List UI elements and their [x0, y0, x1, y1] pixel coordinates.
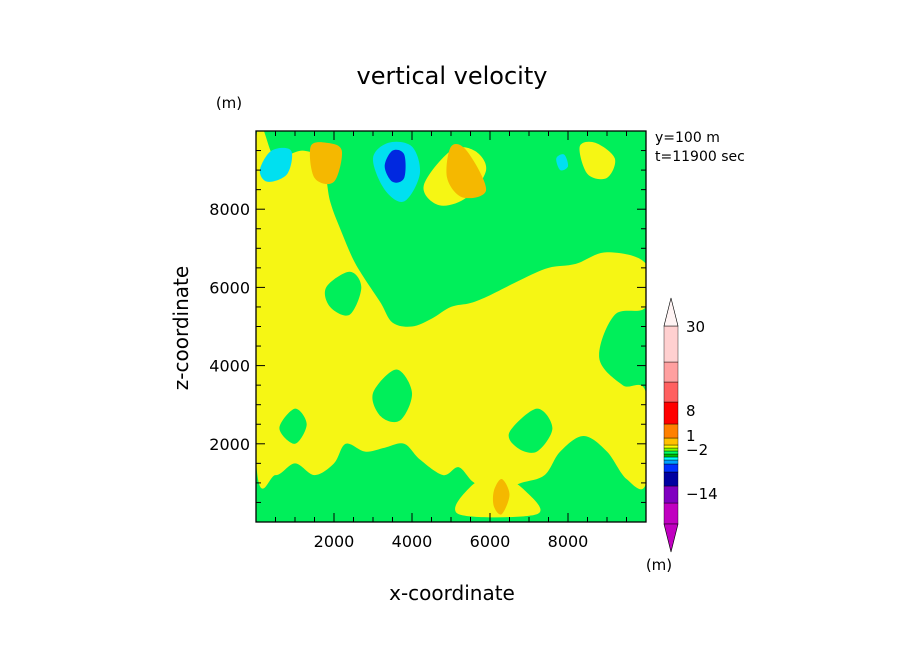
colorbar-swatch — [663, 485, 679, 504]
colorbar-swatch — [663, 459, 679, 465]
y-tick-label: 6000 — [209, 278, 250, 297]
colorbar-label: −14 — [686, 485, 718, 503]
contour-region-positive-weak — [309, 352, 354, 406]
contour-region-background-level — [279, 408, 307, 444]
contour-fill-layer — [256, 131, 646, 522]
y-tick-label: 2000 — [209, 435, 250, 454]
colorbar-max-triangle — [663, 297, 679, 327]
contour-region-positive-weak — [256, 131, 646, 491]
y-axis-unit: (m) — [216, 94, 242, 112]
colorbar-label: 8 — [686, 402, 696, 420]
contour-region-background-level — [508, 408, 553, 453]
y-tick-label: 8000 — [209, 200, 250, 219]
colorbar-swatch — [663, 444, 679, 449]
contour-region-positive-weak — [579, 141, 616, 180]
colorbar-label: 30 — [686, 318, 705, 336]
colorbar-swatch — [663, 361, 679, 383]
contour-region-negative-weak — [259, 147, 293, 182]
annotation-time: t=11900 sec — [655, 149, 745, 165]
contour-region-negative-strong — [384, 149, 406, 183]
colorbar-swatch — [663, 381, 679, 403]
contour-region-positive-moderate — [492, 478, 510, 515]
contour-region-background-level — [372, 369, 413, 423]
colorbar-swatch — [663, 437, 679, 446]
colorbar-swatch — [663, 456, 679, 461]
contour-region-positive-moderate — [309, 142, 343, 185]
colorbar-swatch — [663, 453, 679, 458]
colorbar-min-triangle — [663, 523, 679, 553]
colorbar-unit: (m) — [646, 556, 672, 574]
colorbar-swatch — [663, 463, 679, 473]
x-axis-label: x-coordinate — [389, 581, 515, 605]
colorbar-swatch — [663, 471, 679, 487]
contour-region-positive-moderate — [446, 143, 487, 199]
colorbar-swatch — [663, 447, 679, 452]
x-tick-label: 4000 — [392, 532, 433, 551]
annotation-y-position: y=100 m — [655, 130, 720, 146]
axis-ticks: 2000 4000 6000 8000 2000 4000 6000 8000 — [209, 131, 646, 551]
colorbar-label: −2 — [686, 441, 708, 459]
x-tick-label: 2000 — [314, 532, 355, 551]
y-tick-label: 4000 — [209, 357, 250, 376]
colorbar-swatch — [663, 423, 679, 439]
colorbar-swatch — [663, 502, 679, 525]
colorbar-label: 1 — [686, 427, 696, 445]
contour-region-background-level — [324, 271, 362, 316]
y-axis-label: z-coordinate — [169, 266, 193, 390]
colorbar: 30 8 1−2 −14 — [663, 297, 718, 553]
chart-title: vertical velocity — [357, 62, 548, 90]
colorbar-swatch — [663, 450, 679, 455]
colorbar-swatch — [663, 325, 679, 363]
colorbar-swatch — [663, 401, 679, 425]
x-tick-label: 6000 — [470, 532, 511, 551]
contour-region-negative-weak — [556, 154, 569, 171]
x-tick-label: 8000 — [548, 532, 589, 551]
